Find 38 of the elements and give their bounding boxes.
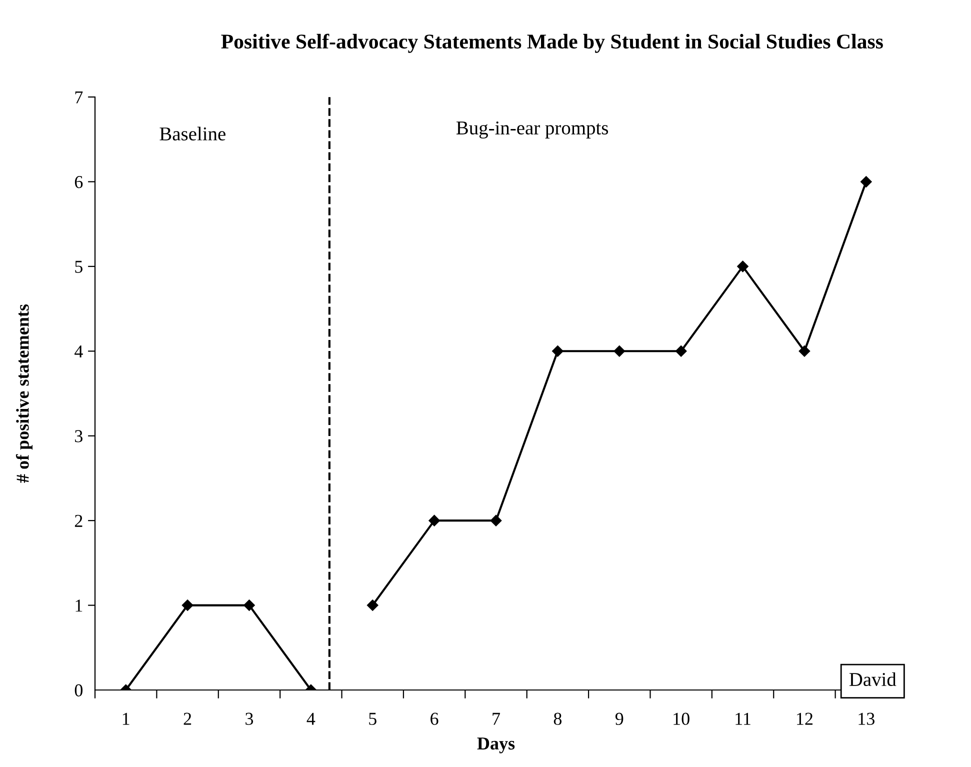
point [428,514,440,526]
x-tick-label: 11 [736,712,750,725]
x-tick-label: 6 [430,712,438,725]
x-tick-label: 1 [122,712,130,725]
x-tick-label: 7 [492,712,500,725]
x-tick-label: 2 [184,712,192,725]
point [552,346,564,357]
x-tick-label: 3 [246,712,254,725]
point [860,176,872,188]
x-tick-label: 4 [306,712,316,725]
y-tick-label: 3 [75,430,82,442]
point [798,346,810,357]
annotation: Baseline [160,126,226,140]
point [614,346,625,357]
chart-title: Positive Self-advocacy Statements Made by Student in Social Studies Class [221,34,883,53]
x-tick-label: 13 [858,712,874,725]
y-axis-title: # of positive statements [16,304,32,483]
y-tick-label: 5 [75,260,82,273]
point [182,600,194,611]
annotation: Bug-in-ear prompts [456,121,608,139]
y-tick-label: 0 [74,684,83,696]
point [490,514,502,526]
x-tick-label: 8 [554,712,562,725]
y-tick-label: 1 [76,600,82,612]
x-tick-label: 9 [615,712,624,725]
point [737,260,748,272]
x-tick-label: 12 [797,712,812,725]
y-tick-label: 7 [75,91,83,104]
x-tick-label: 5 [369,712,376,725]
y-tick-label: 6 [74,176,83,188]
x-tick-label: 10 [674,712,690,725]
y-tick-label: 4 [74,346,83,358]
point [244,600,255,611]
x-axis-title: Days [477,738,515,754]
annotation: David [849,672,896,686]
point [675,346,687,357]
y-tick-label: 2 [74,514,82,527]
point [367,600,378,611]
